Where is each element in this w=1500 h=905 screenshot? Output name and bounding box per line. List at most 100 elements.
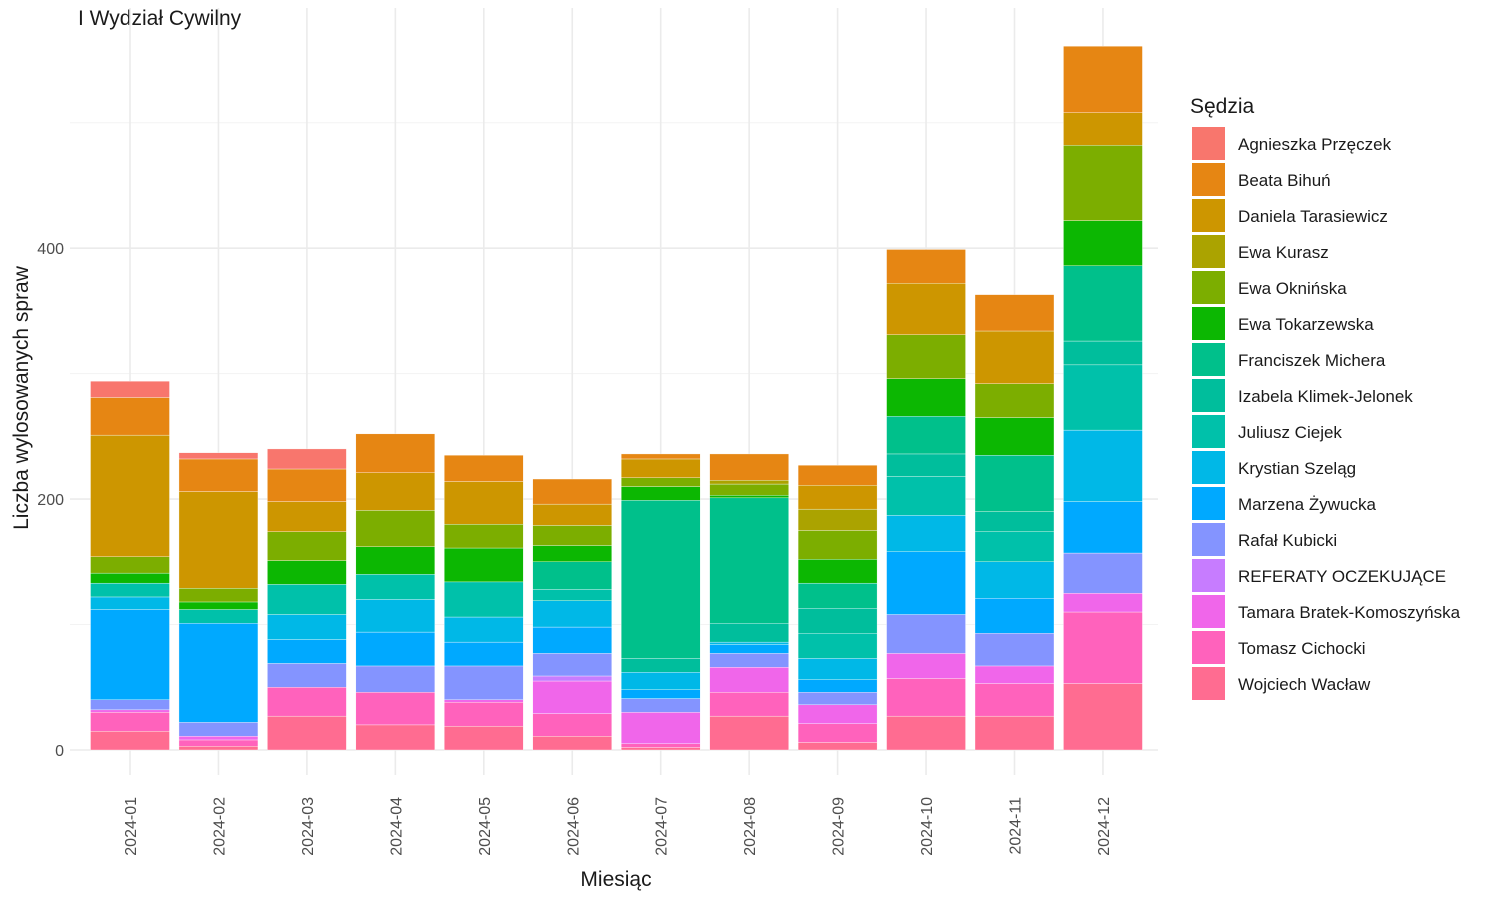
bar-segment [1063,501,1143,554]
bar-segment [621,747,701,751]
bar-segment [90,572,170,584]
bar-segment [974,715,1055,751]
bar-segment [267,687,347,717]
bar-segment [974,330,1055,384]
legend-swatch [1192,523,1225,556]
y-tick-label: 200 [37,492,64,509]
bar-segment [886,283,966,335]
bar-segment [974,683,1055,717]
bar-segment [621,658,701,673]
bar-segment [886,476,966,516]
bar-segment [797,608,878,634]
bar-segment [886,653,966,679]
legend-label: Agnieszka Przęczek [1238,135,1392,154]
bar-segment [355,574,436,600]
bar-segment [886,378,966,417]
bar-segment [1063,593,1143,613]
bar-segment [974,665,1055,684]
legend-label: Juliusz Ciejek [1238,423,1342,442]
bar-segment [1063,46,1143,113]
bar-segment [797,508,878,531]
legend-swatch [1192,631,1225,664]
bar-segment [621,672,701,690]
y-tick-label: 0 [55,743,64,760]
bar-segment [444,581,524,618]
bar-segment [267,531,347,561]
bar-segment [444,641,524,667]
bar-segment [709,480,789,485]
bar-segment [90,397,170,436]
legend-label: REFERATY OCZEKUJĄCE [1238,567,1446,586]
bar-segment [709,623,789,643]
bar-segment [267,468,347,502]
bar-segment [709,667,789,693]
x-tick-label: 2024-11 [1008,797,1025,855]
bar-segment [355,510,436,547]
legend-swatch [1192,451,1225,484]
bar-segment [797,679,878,693]
bar-segment [444,725,524,751]
x-tick-label: 2024-01 [123,797,140,856]
bar-segment [90,582,170,598]
bar-segment [178,452,259,460]
bar-segment [178,458,259,492]
chart-title: I Wydział Cywilny [78,7,242,30]
bar-segment [797,704,878,724]
bar-segment [621,743,701,748]
bar-segment [709,483,789,496]
x-tick-label: 2024-09 [831,797,848,856]
bar-segment [355,599,436,633]
bar-segment [444,616,524,643]
bar-segment [178,739,259,747]
legend-swatch [1192,163,1225,196]
bar-segment [355,724,436,751]
bar-segment [444,699,524,703]
bar-segment [974,294,1055,332]
bar-segment [974,561,1055,599]
bar-segment [444,547,524,583]
legend-label: Ewa Kurasz [1238,243,1329,262]
bar-segment [797,582,878,609]
bar-segment [444,455,524,482]
bar-segment [797,633,878,659]
bar-segment [267,715,347,751]
bar-segment [621,477,701,487]
x-tick-label: 2024-08 [742,797,759,856]
bar-segment [532,680,612,714]
bar-segment [178,587,259,603]
bar-segment [886,249,966,284]
bar-segment [621,458,701,478]
bar-segment [709,497,789,624]
x-tick-label: 2024-05 [477,797,494,856]
x-tick-label: 2024-03 [300,797,317,856]
bar-segment [1063,683,1143,751]
bar-segment [178,623,259,723]
bar-segment [1063,145,1143,221]
bar-segment [267,639,347,664]
bar-segment [90,381,170,398]
bar-segment [532,525,612,546]
bar-segment [709,715,789,751]
bar-segment [886,551,966,615]
bar-segment [532,561,612,590]
bar-segment [709,495,789,499]
bar-segment [532,478,612,505]
bar-segment [886,678,966,717]
bar-segment [532,653,612,677]
bar-segment [178,722,259,737]
bar-segment [355,546,436,575]
bar-segment [178,609,259,624]
bar-segment [1063,265,1143,342]
bar-segment [621,689,701,699]
bar-segment [886,416,966,455]
bar-segment [532,589,612,601]
bar-segment [90,434,170,557]
legend-label: Tomasz Cichocki [1238,639,1366,658]
bar-segment [709,641,789,645]
bar-segment [355,665,436,693]
bar-segment [1063,340,1143,366]
legend-swatch [1192,559,1225,592]
legend-label: Ewa Oknińska [1238,279,1347,298]
bar-segment [621,500,701,659]
